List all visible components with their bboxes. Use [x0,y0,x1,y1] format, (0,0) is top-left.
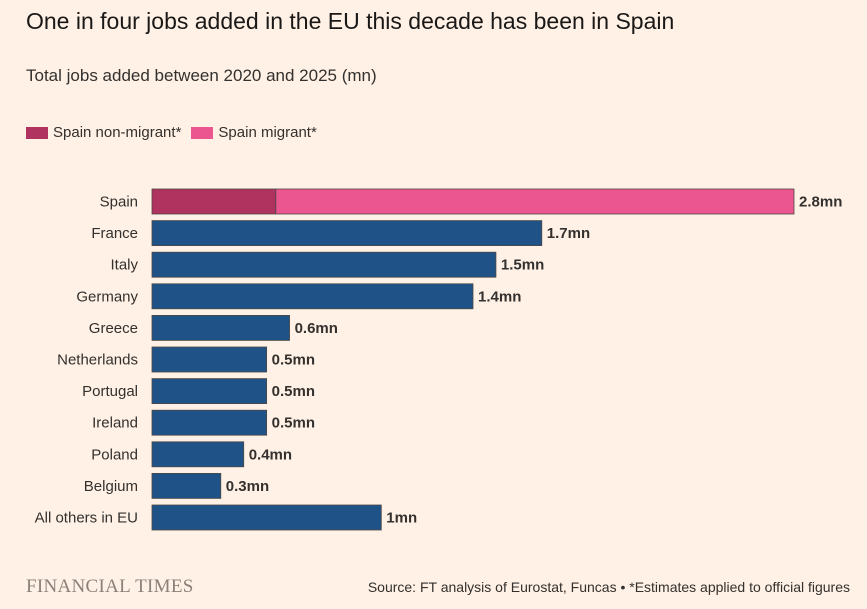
bar-portugal [151,378,268,405]
legend-swatch-migrant [191,126,214,139]
bar-chart: Spain 2.8mn France 1.7mn Italy 1.5mn Germany 1.… [35,188,842,531]
bar-netherlands [151,346,268,373]
bar-france [151,220,543,247]
value-label-netherlands: 0.5mn [272,352,315,369]
category-label-portugal: Portugal [82,383,138,400]
bar-italy [151,251,497,278]
value-label-spain: 2.8mn [799,194,842,211]
legend-item-migrant: Spain migrant* [191,124,317,141]
category-label-germany: Germany [76,288,138,305]
value-label-germany: 1.4mn [478,288,521,305]
category-label-france: France [91,225,138,242]
category-label-spain: Spain [100,194,138,211]
category-label-greece: Greece [89,320,138,337]
legend-swatch-non-migrant [26,126,48,139]
bar-germany [151,283,474,310]
category-label-italy: Italy [110,257,138,274]
value-label-poland: 0.4mn [249,446,292,463]
legend: Spain non-migrant* Spain migrant* [26,124,327,141]
value-label-all-others-in-eu: 1mn [386,510,417,527]
value-label-greece: 0.6mn [295,320,338,337]
value-label-belgium: 0.3mn [226,478,269,495]
legend-label-migrant: Spain migrant* [218,124,317,141]
bar-all-others-in-eu [151,504,382,531]
value-label-italy: 1.5mn [501,257,544,274]
bar-ireland [151,409,268,436]
bar-spain-segment-1 [275,188,795,215]
bar-poland [151,441,245,468]
bar-greece [151,314,290,341]
legend-label-non-migrant: Spain non-migrant* [53,124,182,141]
legend-item-non-migrant: Spain non-migrant* [26,124,181,141]
bar-spain-segment-0 [151,188,277,215]
category-label-all-others-in-eu: All others in EU [35,510,138,527]
category-label-poland: Poland [91,446,138,463]
source-note: Source: FT analysis of Eurostat, Funcas … [367,579,850,595]
chart-title: One in four jobs added in the EU this de… [26,8,675,34]
value-label-portugal: 0.5mn [272,383,315,400]
ft-logo: FINANCIAL TIMES [26,576,194,597]
category-label-netherlands: Netherlands [57,352,138,369]
value-label-france: 1.7mn [547,225,590,242]
bar-belgium [151,472,222,499]
value-label-ireland: 0.5mn [272,415,315,432]
category-label-belgium: Belgium [84,478,138,495]
chart-subtitle: Total jobs added between 2020 and 2025 (… [26,66,377,85]
category-label-ireland: Ireland [92,415,138,432]
